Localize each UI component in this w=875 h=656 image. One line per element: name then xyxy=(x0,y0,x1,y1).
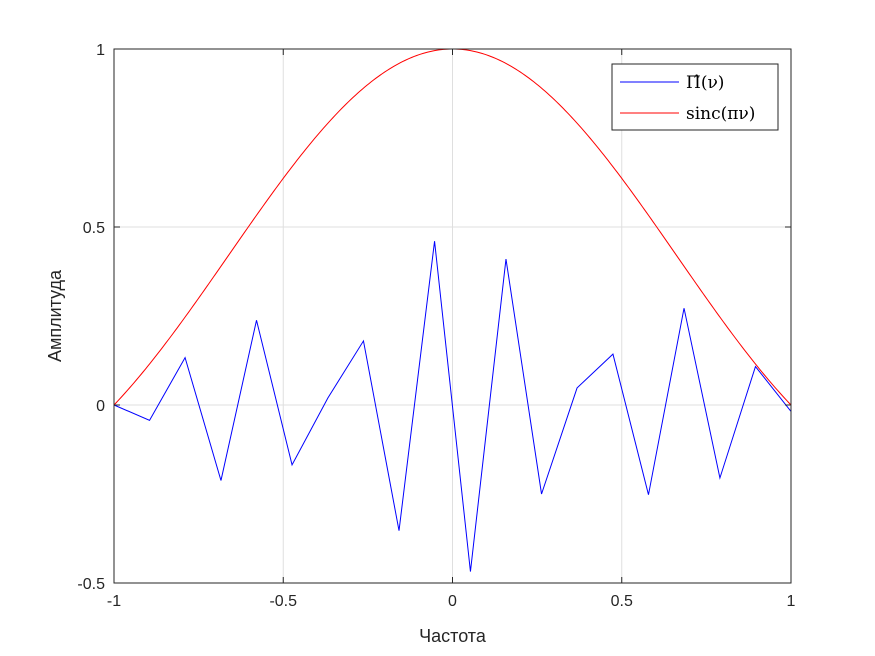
legend-label-pi-hat: Π̂(ν) xyxy=(686,73,724,93)
y-tick-label-2: 0.5 xyxy=(83,220,105,237)
legend-box xyxy=(611,63,779,131)
y-tick-label-3: 1 xyxy=(96,42,105,59)
tick-labels: -1 -0.5 0 0.5 1-0.500.51 xyxy=(77,42,795,610)
series-line-pi-hat xyxy=(113,241,792,572)
legend-label-sinc: sinc(πν) xyxy=(686,104,755,124)
y-tick-label-1: 0 xyxy=(96,398,105,415)
x-tick-label-2: 0 xyxy=(448,593,457,610)
legend: Π̂(ν) sinc(πν) xyxy=(611,63,779,131)
x-tick-label-3: 0.5 xyxy=(611,593,633,610)
x-tick-label-4: 1 xyxy=(787,593,796,610)
x-tick-label-0: -1 xyxy=(107,593,121,610)
ticks xyxy=(113,48,792,584)
x-tick-label-1: -0.5 xyxy=(269,593,297,610)
y-tick-label-0: -0.5 xyxy=(77,576,105,593)
y-axis-label: Амплитуда xyxy=(45,269,65,362)
x-axis-label: Частота xyxy=(419,626,487,646)
